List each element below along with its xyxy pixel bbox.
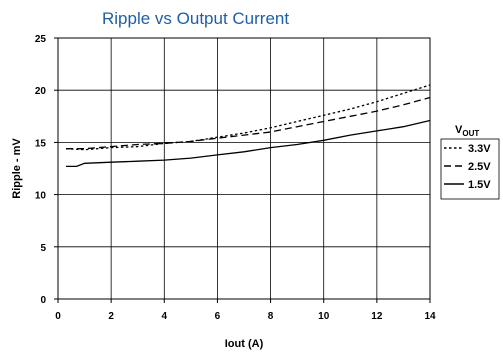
y-tick-label: 25 <box>35 34 47 45</box>
legend-title: VOUT <box>455 124 479 138</box>
legend-label: 1.5V <box>468 179 491 191</box>
x-axis-label: Iout (A) <box>225 338 264 350</box>
x-tick-label: 6 <box>215 311 221 322</box>
x-tick-label: 0 <box>55 311 61 322</box>
y-tick-label: 10 <box>35 191 47 202</box>
chart-title: Ripple vs Output Current <box>102 9 289 28</box>
legend-label: 3.3V <box>468 143 491 155</box>
legend: VOUT 3.3V 2.5V 1.5V <box>440 124 500 200</box>
y-axis-label: Ripple - mV <box>11 138 23 199</box>
y-tick-label: 20 <box>35 86 47 97</box>
y-tick-label: 5 <box>40 243 46 254</box>
series-line-3-3V <box>65 84 431 151</box>
x-tick-label: 4 <box>162 311 168 322</box>
series-lines <box>65 84 431 168</box>
grid <box>57 37 431 300</box>
x-tick-label: 8 <box>268 311 274 322</box>
legend-title-main: V <box>455 124 463 136</box>
x-tick-label: 12 <box>371 311 383 322</box>
x-tick-label: 10 <box>318 311 330 322</box>
x-tick-label: 2 <box>108 311 114 322</box>
legend-box <box>440 138 500 200</box>
series-line-2-5V <box>66 96 431 150</box>
legend-title-sub: OUT <box>462 129 479 138</box>
y-tick-label: 15 <box>35 138 47 149</box>
x-tick-label: 14 <box>424 311 436 322</box>
legend-label: 2.5V <box>468 161 491 173</box>
plot-area <box>57 37 431 300</box>
series-line-1-5V <box>66 119 431 168</box>
y-tick-label: 0 <box>40 295 46 306</box>
tick-labels: 0 2 4 6 8 10 12 14 0 5 10 15 20 25 <box>35 34 436 322</box>
legend-items: 3.3V 2.5V 1.5V <box>444 143 491 191</box>
